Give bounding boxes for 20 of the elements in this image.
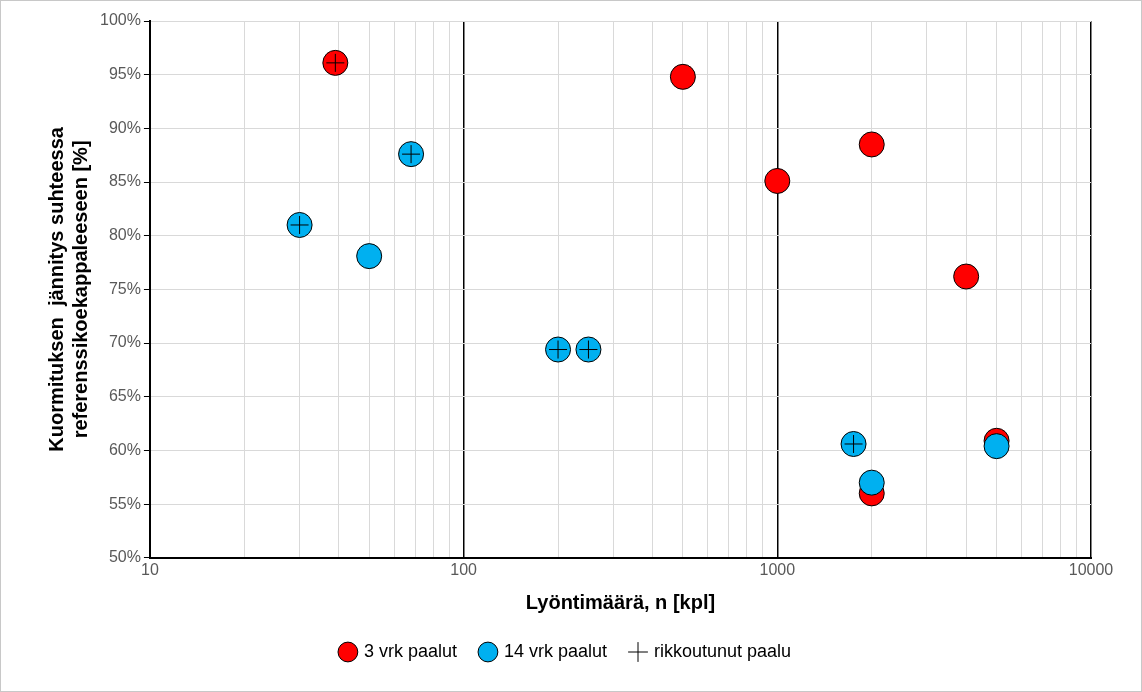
- x-tick-label: 100: [450, 560, 478, 578]
- y-tick-label: 85%: [108, 172, 141, 190]
- y-tick-label: 65%: [108, 387, 141, 405]
- x-tick-label: 10000: [1068, 560, 1114, 578]
- legend-label: 14 vrk paalut: [503, 640, 608, 661]
- y-tick-label: 75%: [108, 279, 141, 297]
- y-tick-label: 100%: [100, 11, 141, 29]
- x-tick-label: 10: [141, 560, 159, 578]
- legend-label: rikkoutunut paalu: [654, 640, 792, 661]
- x-axis-title: Lyöntimäärä, n [kpl]: [525, 590, 716, 613]
- x-tick-label: 1000: [759, 560, 796, 578]
- legend-label: 3 vrk paalut: [363, 640, 457, 661]
- y-tick-label: 80%: [108, 226, 141, 244]
- y-tick-label: 50%: [108, 548, 141, 566]
- y-tick-label: 90%: [108, 118, 141, 136]
- y-tick-label: 60%: [108, 440, 141, 458]
- y-axis-title: Kuormituksen jännitys suhteessa referenssikoekappaleeseen [%]: [44, 126, 91, 452]
- y-tick-label: 70%: [108, 333, 141, 351]
- y-tick-label: 95%: [108, 65, 141, 83]
- y-tick-label: 55%: [108, 494, 141, 512]
